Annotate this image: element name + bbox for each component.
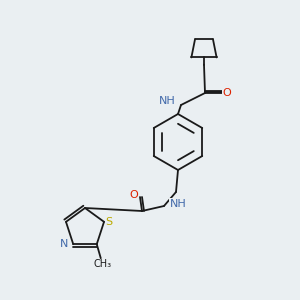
Text: NH: NH	[159, 96, 176, 106]
Text: S: S	[106, 217, 112, 227]
Text: NH: NH	[170, 199, 187, 209]
Text: N: N	[60, 239, 68, 249]
Text: CH₃: CH₃	[94, 259, 112, 269]
Text: O: O	[223, 88, 231, 98]
Text: O: O	[130, 190, 138, 200]
